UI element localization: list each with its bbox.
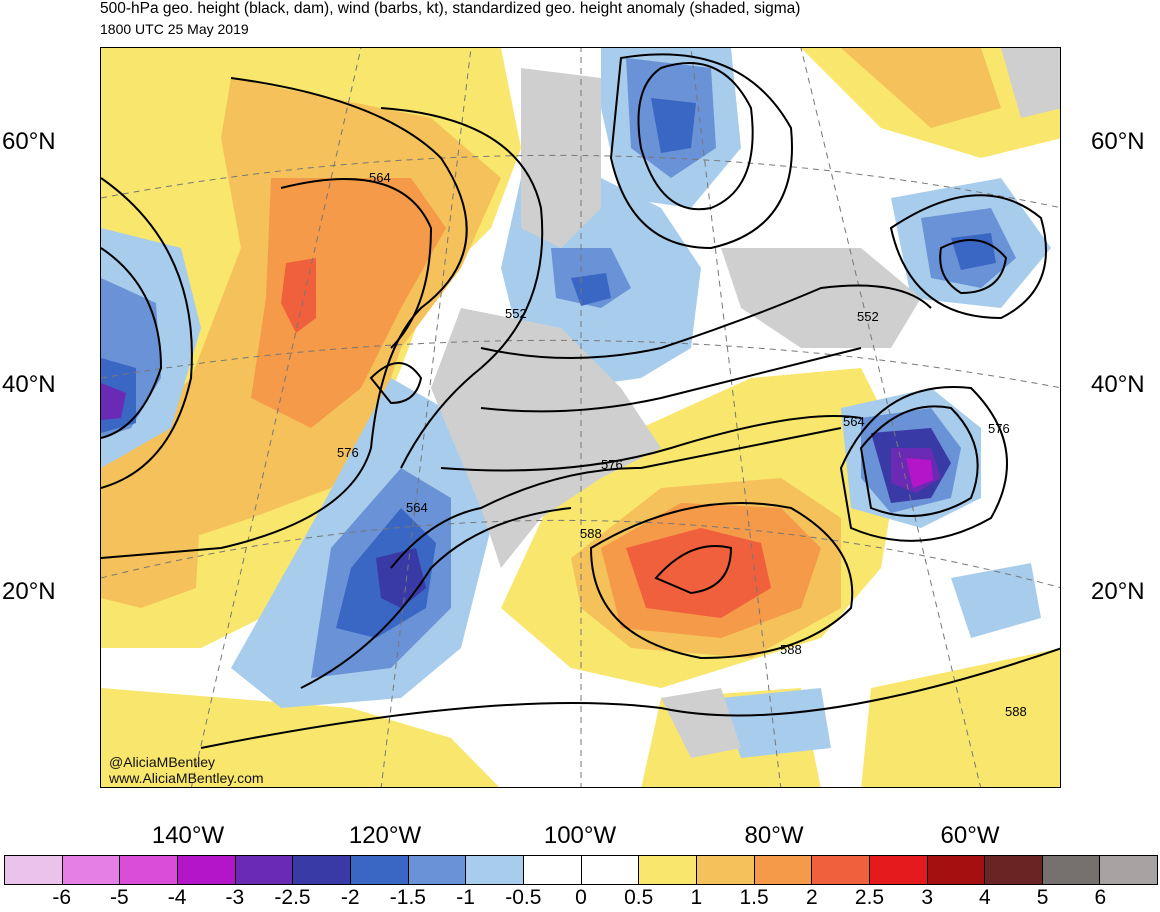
anomaly-map: 564 552 552 576 576 564 564 576 588 588 … <box>101 48 1060 787</box>
graticule <box>101 48 1060 787</box>
lat-label-left-20: 20°N <box>2 578 56 605</box>
contour-label: 576 <box>988 421 1010 436</box>
lon-label-120w: 120°W <box>348 822 422 849</box>
colorbar-tick-label: 4 <box>979 886 991 909</box>
colorbar-swatch <box>235 856 294 884</box>
colorbar-swatch <box>1100 856 1158 884</box>
map-panel: 564 552 552 576 576 564 564 576 588 588 … <box>100 47 1061 788</box>
colorbar-tick-label: -1.5 <box>389 886 426 909</box>
lon-label-100w: 100°W <box>543 822 617 849</box>
colorbar-swatch <box>1042 856 1101 884</box>
colorbar-tick-label: -4 <box>167 886 187 909</box>
colorbar-tick-label: -3 <box>225 886 245 909</box>
lat-label-left-60: 60°N <box>2 128 56 155</box>
contour-label: 564 <box>369 170 391 185</box>
anomaly-colorbar <box>4 855 1158 885</box>
contour-label: 588 <box>1005 704 1027 719</box>
colorbar-tick-label: 0.5 <box>624 886 654 909</box>
colorbar-tick-label: 2 <box>805 886 818 909</box>
colorbar-swatch <box>754 856 813 884</box>
colorbar-tick-label: -2 <box>340 886 360 909</box>
colorbar-tick-label: -6 <box>52 886 72 909</box>
colorbar-swatch <box>927 856 986 884</box>
contour-label: 564 <box>406 500 428 515</box>
colorbar-swatch <box>696 856 755 884</box>
colorbar-swatch <box>985 856 1043 884</box>
chart-title: 500-hPa geo. height (black, dam), wind (… <box>100 0 801 17</box>
colorbar-swatch <box>581 856 640 884</box>
colorbar-swatch <box>466 856 524 884</box>
colorbar-tick-label: 0 <box>575 886 587 909</box>
colorbar-swatch <box>62 856 121 884</box>
colorbar-swatch <box>869 856 928 884</box>
colorbar-swatch <box>408 856 467 884</box>
lon-label-80w: 80°W <box>744 822 804 849</box>
lat-label-left-40: 40°N <box>2 371 56 398</box>
colorbar-swatch <box>350 856 409 884</box>
colorbar-tick-label: -5 <box>110 886 129 909</box>
contour-label: 552 <box>857 309 879 324</box>
colorbar-tick-label: -0.5 <box>505 886 542 909</box>
lat-label-right-20: 20°N <box>1091 578 1145 605</box>
contour-label: 564 <box>843 414 865 429</box>
colorbar-swatch <box>120 856 178 884</box>
colorbar-swatch <box>523 856 582 884</box>
colorbar-swatch <box>639 856 697 884</box>
colorbar-swatch <box>5 856 63 884</box>
contour-label: 588 <box>780 642 802 657</box>
height-contours <box>101 53 1060 749</box>
colorbar-swatch <box>293 856 351 884</box>
positive-anomaly-shading <box>101 48 1060 787</box>
lon-label-60w: 60°W <box>940 822 1000 849</box>
lon-label-140w: 140°W <box>151 822 225 849</box>
colorbar-swatch <box>812 856 870 884</box>
lat-label-right-60: 60°N <box>1091 128 1145 155</box>
colorbar-tick-label: 2.5 <box>854 886 885 909</box>
lat-label-right-40: 40°N <box>1091 371 1145 398</box>
valid-time: 1800 UTC 25 May 2019 <box>100 21 249 37</box>
colorbar-tick-label: 3 <box>921 886 934 909</box>
contour-label: 576 <box>337 445 359 460</box>
contour-label: 588 <box>580 526 602 541</box>
colorbar-tick-label: 1.5 <box>739 886 769 909</box>
colorbar-tick-label: 1 <box>690 886 703 909</box>
colorbar-tick-label: 6 <box>1094 886 1107 909</box>
colorbar-tick-label: -1 <box>456 886 475 909</box>
contour-label: 576 <box>601 457 623 472</box>
credit-website: www.AliciaMBentley.com <box>109 770 264 786</box>
contour-labels: 564 552 552 576 576 564 564 576 588 588 … <box>337 170 1027 719</box>
credit-handle: @AliciaMBentley <box>109 754 216 770</box>
colorbar-swatch <box>177 856 236 884</box>
colorbar-tick-label: -2.5 <box>274 886 311 909</box>
colorbar-tick-label: 5 <box>1036 886 1049 909</box>
contour-label: 552 <box>505 306 527 321</box>
